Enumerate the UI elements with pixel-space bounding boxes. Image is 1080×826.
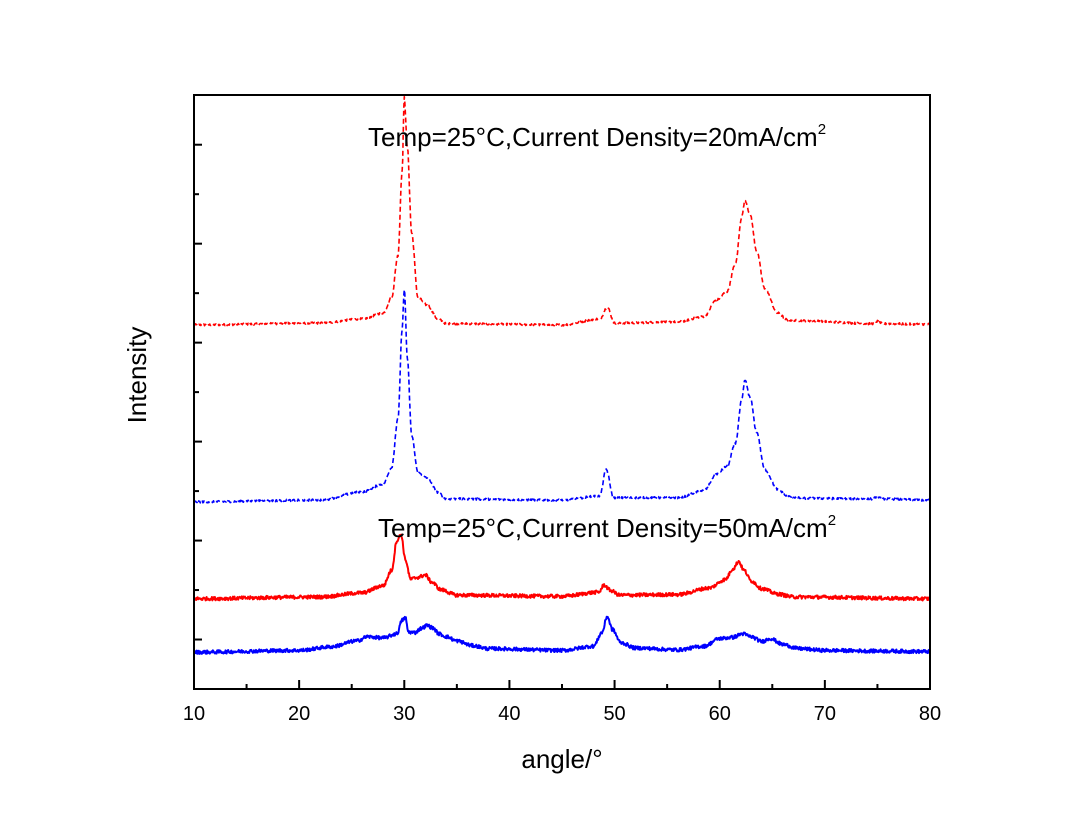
x-tick-label: 30 <box>393 703 415 725</box>
series-layer <box>193 95 931 655</box>
y-axis-title: Intensity <box>122 327 152 424</box>
plot-frame <box>193 94 931 690</box>
x-tick-label: 60 <box>709 703 731 725</box>
series-line-2 <box>193 288 931 504</box>
series-line-3 <box>193 533 931 602</box>
annotation-50mA: Temp=25°C,Current Density=50mA/cm2 <box>378 512 836 543</box>
annotation-20mA: Temp=25°C,Current Density=20mA/cm2 <box>368 121 826 152</box>
x-axis-title: angle/° <box>521 744 602 774</box>
x-tick-label: 80 <box>919 703 941 725</box>
x-axis-ticks: 10 20 30 40 50 60 70 80 <box>183 680 941 725</box>
y-axis-ticks <box>194 143 202 690</box>
x-tick-label: 10 <box>183 703 205 725</box>
x-tick-label: 20 <box>288 703 310 725</box>
series-line-4 <box>193 615 931 655</box>
series-line-1 <box>193 95 931 327</box>
x-tick-label: 70 <box>814 703 836 725</box>
x-tick-label: 50 <box>603 703 625 725</box>
x-tick-label: 40 <box>498 703 520 725</box>
